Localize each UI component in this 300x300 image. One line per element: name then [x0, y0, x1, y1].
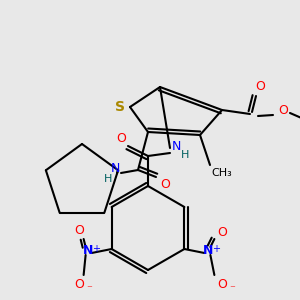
Text: S: S	[115, 100, 125, 114]
Text: O: O	[75, 278, 85, 290]
Text: O: O	[75, 224, 85, 238]
Text: H: H	[181, 150, 189, 160]
Text: O: O	[278, 103, 288, 116]
Text: N: N	[110, 161, 120, 175]
Text: N: N	[82, 244, 93, 257]
Text: ⁻: ⁻	[230, 284, 235, 294]
Text: O: O	[218, 226, 227, 239]
Text: O: O	[255, 80, 265, 94]
Text: N: N	[171, 140, 181, 152]
Text: N: N	[203, 244, 214, 257]
Text: O: O	[116, 133, 126, 146]
Text: O: O	[218, 278, 227, 290]
Text: H: H	[104, 174, 112, 184]
Text: +: +	[92, 244, 100, 254]
Text: ⁻: ⁻	[87, 284, 93, 294]
Text: O: O	[160, 178, 170, 191]
Text: +: +	[212, 244, 220, 254]
Text: CH₃: CH₃	[212, 168, 233, 178]
